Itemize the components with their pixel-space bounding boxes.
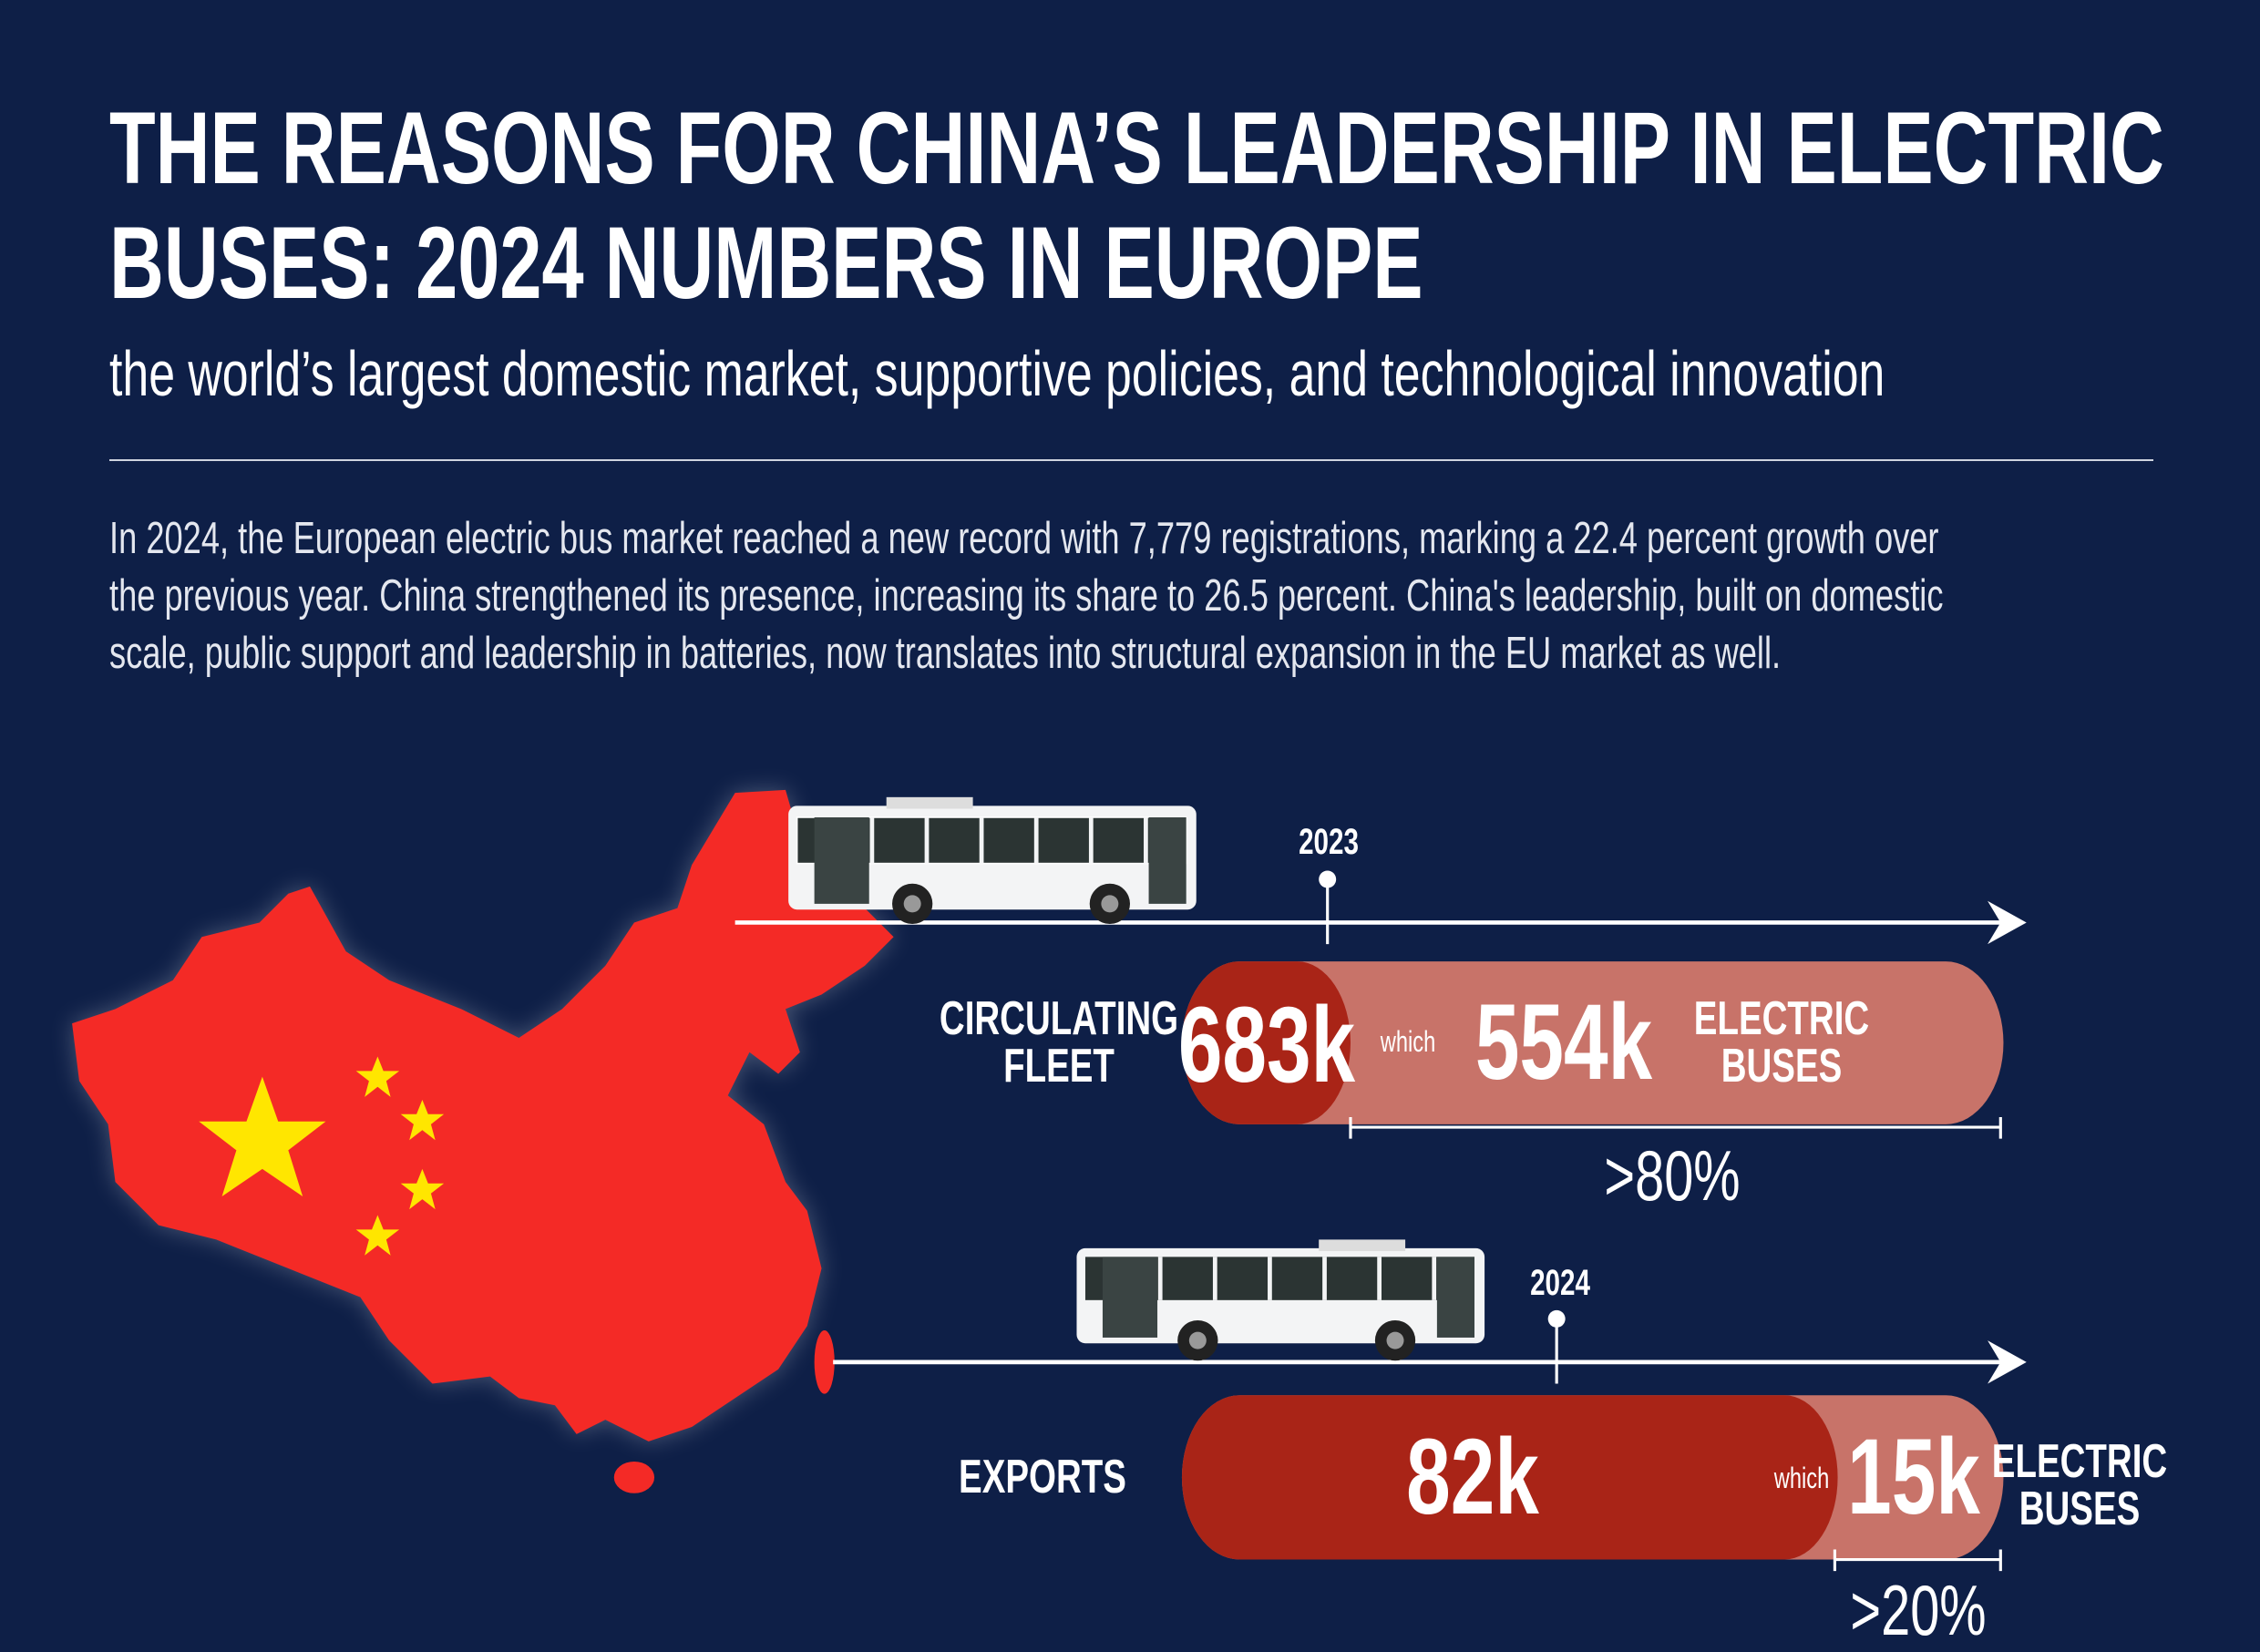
fleet-total-value: 683k — [1177, 985, 1356, 1105]
timeline-marker-2024 — [1547, 1309, 1566, 1328]
intro-paragraph: In 2024, the European electric bus marke… — [109, 514, 1944, 678]
fleet-electric-share: >80% — [1604, 1135, 1741, 1216]
exports-cylinder — [1181, 1395, 2004, 1572]
subtitle: the world’s largest domestic market, sup… — [109, 338, 1885, 409]
china-map — [72, 789, 2027, 1572]
bus-image-2023 — [788, 796, 1197, 925]
exports-which-label: which — [1773, 1462, 1830, 1494]
fleet-electric-value: 554k — [1474, 982, 1653, 1103]
year-2024-label: 2024 — [1530, 1263, 1590, 1303]
exports-label: EXPORTS — [959, 1451, 1126, 1503]
exports-electric-share: >20% — [1850, 1570, 1987, 1650]
divider — [109, 459, 2153, 461]
exports-total-value: 82k — [1406, 1417, 1539, 1537]
circulating-fleet-label: CIRCULATING FLEET — [939, 992, 1179, 1093]
exports-electric-label: ELECTRIC BUSES — [1991, 1435, 2168, 1535]
fleet-electric-label: ELECTRIC BUSES — [1693, 992, 1870, 1093]
fleet-which-label: which — [1380, 1025, 1436, 1058]
fleet-cylinder — [1181, 961, 2004, 1139]
year-2023-label: 2023 — [1299, 822, 1359, 862]
page-title: THE REASONS FOR CHINA’S LEADERSHIP IN EL… — [109, 91, 2164, 320]
exports-electric-value: 15k — [1847, 1417, 1980, 1537]
china-map-shape — [72, 789, 894, 1493]
timeline-marker-2023 — [1319, 870, 1337, 888]
flag-stars-icon — [199, 1056, 445, 1256]
bus-image-2024 — [1076, 1239, 1485, 1361]
